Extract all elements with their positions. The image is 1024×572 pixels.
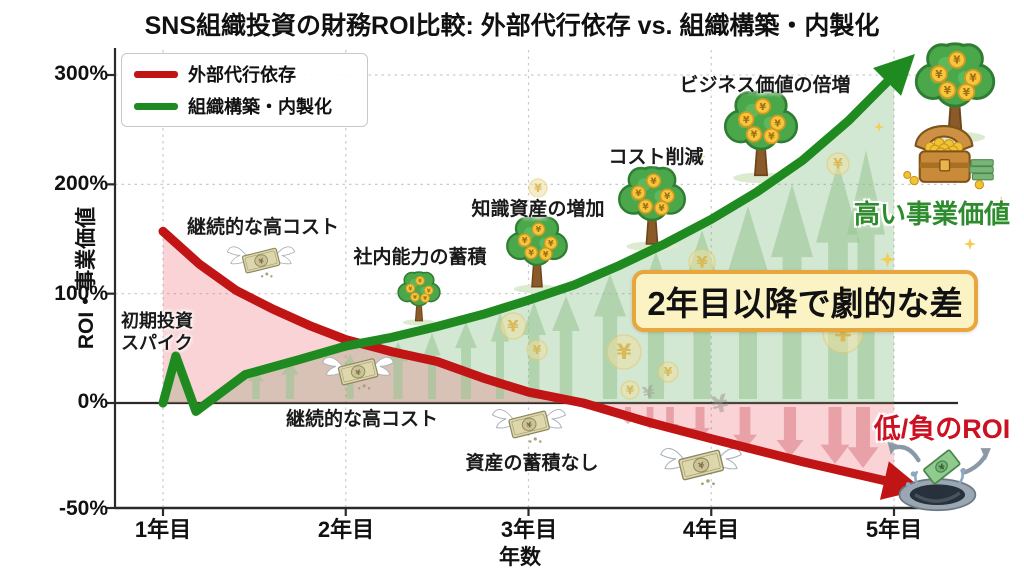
annotation-internal-capability: 社内能力の蓄積 <box>353 247 487 268</box>
faded-yen-splat: ¥ <box>640 381 656 403</box>
faded-yen-splat: ¥ <box>709 389 732 420</box>
y-tick-0: 0% <box>77 390 108 413</box>
money-tree-icon <box>396 270 442 326</box>
x-tick-year3: 3年目 <box>500 517 558 542</box>
legend-item-outsourcing: 外部代行依存 <box>134 61 355 87</box>
yen-coin-icon: ¥ <box>688 248 716 276</box>
x-tick-year1: 1年目 <box>134 517 192 542</box>
annotation-business-value-double: ビジネス価値の倍増 <box>679 75 851 96</box>
money-tree-icon <box>507 217 567 293</box>
dramatic-gap-callout: 2年目以降で劇的な差 <box>632 270 978 332</box>
red-line-swatch <box>134 70 178 78</box>
annotation-initial-spike: 初期投資スパイク <box>121 311 193 353</box>
yen-coin-icon: ¥ <box>526 339 548 361</box>
yen-coin-icon: ¥ <box>620 380 640 400</box>
yen-coin-icon: ¥ <box>606 334 642 370</box>
chart-title: SNS組織投資の財務ROI比較: 外部代行依存 vs. 組織構築・内製化 <box>144 12 880 40</box>
yen-glyph: ¥ <box>696 252 708 271</box>
legend-label-outsourcing: 外部代行依存 <box>188 65 296 85</box>
yen-glyph: ¥ <box>626 384 634 397</box>
x-tick-year2: 2年目 <box>317 517 375 542</box>
annotation-cost-reduction: コスト削減 <box>608 147 704 168</box>
yen-coin-icon: ¥ <box>826 152 850 176</box>
yen-glyph: ¥ <box>833 157 843 173</box>
red-outsourcing-series-line <box>158 226 923 500</box>
y-tick-200: 200% <box>54 172 108 195</box>
sparkle-icon <box>964 238 976 250</box>
series-lines-layer <box>158 53 923 500</box>
yen-glyph: ¥ <box>664 364 673 379</box>
yen-glyph: ¥ <box>507 316 519 335</box>
y-axis-title: ROI・事業価値 <box>75 206 99 350</box>
x-axis-title: 年数 <box>499 546 541 569</box>
yen-glyph: ¥ <box>617 340 632 365</box>
money-drain-icon <box>887 441 991 510</box>
high-business-value-caption: 高い事業価値 <box>853 199 1011 229</box>
pink-fill-area <box>163 231 894 483</box>
low-negative-roi-caption: 低/負のROI <box>873 414 1011 444</box>
x-tick-year5: 5年目 <box>865 517 923 542</box>
annotation-high-cost-top: 継続的な高コスト <box>186 217 340 238</box>
yen-coin-circle <box>499 312 527 340</box>
yen-coin-circle <box>826 152 850 176</box>
yen-glyph: ¥ <box>534 182 542 195</box>
yen-coin-circle <box>526 339 548 361</box>
legend-item-inhouse: 組織構築・内製化 <box>134 93 355 119</box>
yen-coin-icon: ¥ <box>657 361 679 383</box>
x-tick-year4: 4年目 <box>682 517 740 542</box>
flying-money-icon <box>491 408 567 444</box>
annotation-knowledge-assets: 知識資産の増加 <box>471 199 605 220</box>
yen-coin-circle <box>657 361 679 383</box>
yen-coin-icon: ¥ <box>499 312 527 340</box>
legend: 外部代行依存 組織構築・内製化 <box>121 53 368 127</box>
flying-money-icon <box>660 447 742 486</box>
yen-coin-icon: ¥ <box>528 178 548 198</box>
y-tick-neg50: -50% <box>58 497 108 520</box>
y-tick-300: 300% <box>54 62 108 85</box>
annotation-no-assets: 資産の蓄積なし <box>465 453 599 474</box>
yen-coin-circle <box>606 334 642 370</box>
yen-coin-circle <box>620 380 640 400</box>
y-tick-100: 100% <box>54 282 108 305</box>
green-line-swatch <box>134 102 178 110</box>
flying-money-icon <box>226 246 296 279</box>
green-inhouse-series-line <box>158 53 915 416</box>
legend-label-inhouse: 組織構築・内製化 <box>188 97 332 117</box>
yen-coin-circle <box>528 178 548 198</box>
yen-glyph: ¥ <box>533 342 542 357</box>
annotation-high-cost-bottom: 継続的な高コスト <box>285 409 439 430</box>
